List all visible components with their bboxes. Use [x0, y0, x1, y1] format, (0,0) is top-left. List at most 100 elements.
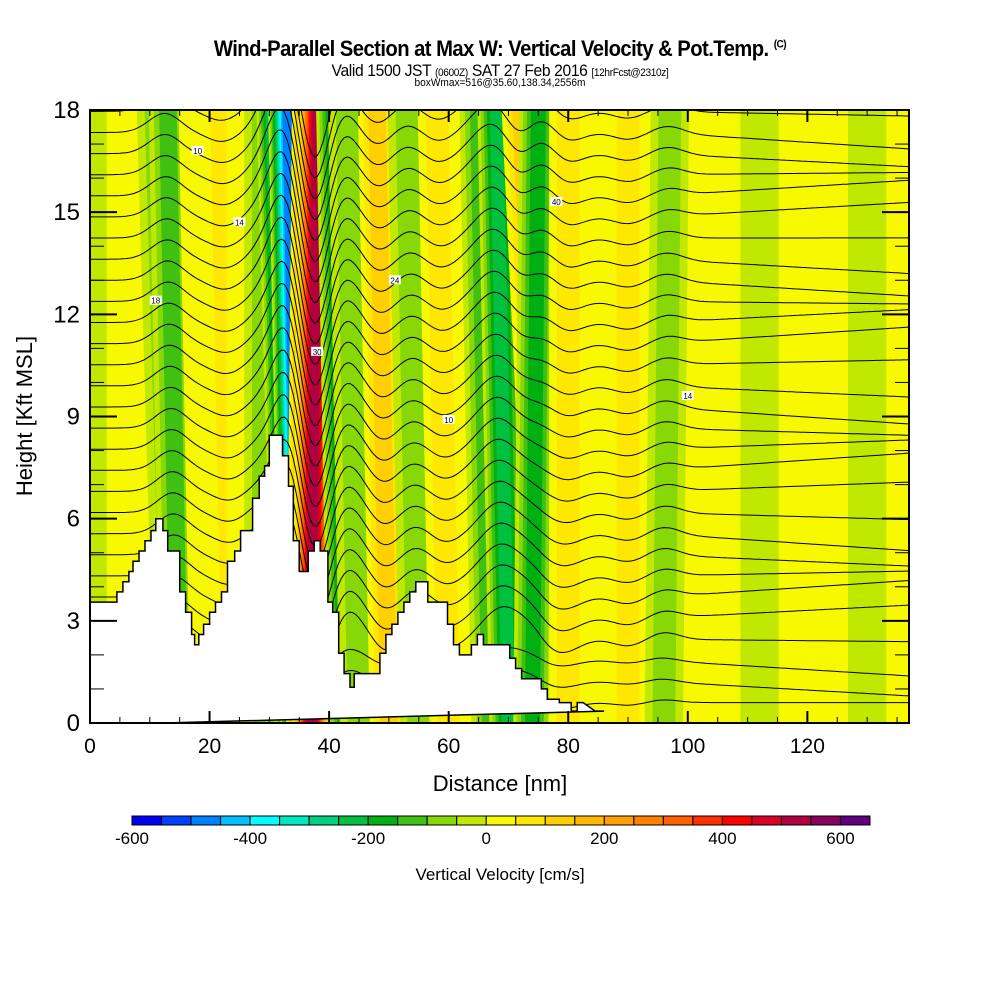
contour-label: 18: [151, 297, 160, 306]
colorbar-tick-label: -600: [115, 829, 149, 848]
isentrope-line: [90, 439, 909, 547]
colorbar-segment: [574, 815, 605, 826]
colorbar-segment: [220, 815, 251, 826]
velocity-band: [556, 110, 580, 723]
chart-title: Wind-Parallel Section at Max W: Vertical…: [40, 36, 960, 62]
contour-label-bg: [442, 414, 455, 424]
x-tick-label: 100: [670, 735, 705, 758]
colorbar-tick-label: 0: [482, 829, 491, 848]
chart-info-line: boxWmax=516@35.60,138.34,2556m: [414, 77, 586, 89]
x-tick-label: 20: [198, 735, 221, 758]
x-axis: 0 20 40 60 80 100 120: [84, 110, 898, 758]
isentrope-line: [90, 216, 909, 345]
isentrope-line: [90, 110, 909, 241]
isentrope-line: [90, 172, 909, 304]
colorbar-label: Vertical Velocity [cm/s]: [415, 865, 584, 884]
contour-label: 40: [552, 198, 561, 207]
contour-label-bg: [388, 275, 401, 285]
x-tick-label: 40: [317, 735, 340, 758]
colorbar-segment: [308, 815, 340, 826]
colorbar-tick-label: -400: [233, 829, 267, 848]
colorbar-segment: [721, 815, 753, 826]
chart-title-text: Wind-Parallel Section at Max W: Vertical…: [213, 36, 769, 61]
isentrope-line: [90, 416, 909, 527]
y-tick-label: 0: [67, 710, 80, 737]
colorbar-segment: [751, 815, 782, 826]
y-tick-label: 12: [53, 301, 80, 328]
contour-label-bg: [311, 346, 324, 356]
colorbar-segment: [544, 815, 576, 826]
velocity-band: [335, 110, 371, 723]
copyright-mark: (C): [773, 38, 787, 51]
y-tick-label: 6: [67, 506, 80, 533]
velocity-band: [848, 110, 887, 723]
contour-label: 10: [444, 416, 453, 425]
colorbar-segment: [249, 815, 281, 826]
isentrope-line: [90, 238, 909, 365]
contour-label: 24: [390, 276, 399, 285]
colorbar-segment: [662, 815, 694, 826]
isentrope-line: [90, 461, 909, 567]
y-axis: 0 3 6 9 12 15 18: [53, 97, 909, 737]
isentrope-line: [90, 110, 909, 179]
y-tick-label: 18: [53, 97, 80, 124]
x-tick-label: 80: [557, 735, 580, 758]
y-tick-label: 9: [67, 404, 80, 431]
chart-subtitle: Valid 1500 JST (0600Z) SAT 27 Feb 2016 […: [40, 61, 960, 81]
colorbar-segment: [780, 815, 812, 826]
colorbar-segment: [338, 815, 369, 826]
colorbar-segment: [810, 815, 841, 826]
subtitle-valid: Valid 1500 JST: [331, 61, 432, 80]
contour-label-bg: [191, 145, 204, 155]
colorbar-tick-label: 600: [826, 829, 854, 848]
contour-label-bg: [550, 196, 563, 206]
velocity-band: [740, 110, 779, 723]
isentrope-line: [90, 151, 909, 283]
velocity-band: [159, 110, 189, 723]
terrain-polygon: [90, 434, 605, 723]
contour-label-bg: [149, 295, 162, 305]
colorbar-segment: [603, 815, 635, 826]
colorbar-segment: [692, 815, 723, 826]
isentrope-line: [90, 282, 909, 406]
contour-label-bg: [233, 217, 246, 227]
isentrope-line: [90, 327, 909, 447]
isentrope-line: [90, 260, 909, 386]
contour-label: 30: [313, 348, 322, 357]
colorbar-segment: [279, 815, 310, 826]
colorbar-tick-label: 200: [590, 829, 618, 848]
isentrope-line: [90, 305, 909, 427]
colorbar-segment: [426, 815, 458, 826]
colorbar: -600 -400 -200 0 200 400 600: [115, 815, 871, 848]
colorbar-segment: [190, 815, 222, 826]
subtitle-forecast: [12hrFcst@2310z]: [591, 67, 669, 79]
x-tick-label: 60: [437, 735, 460, 758]
colorbar-tick-label: -200: [351, 829, 385, 848]
isentrope-line: [90, 194, 909, 324]
colorbar-segment: [515, 815, 546, 826]
isentrope-line: [90, 349, 909, 467]
colorbar-segment: [131, 815, 163, 826]
isentrope-line: [90, 110, 909, 200]
colorbar-segment: [839, 815, 871, 826]
y-tick-label: 3: [67, 608, 80, 635]
velocity-band: [489, 110, 516, 723]
isentrope-line: [90, 394, 909, 507]
colorbar-segment: [633, 815, 664, 826]
y-axis-label: Height [Kft MSL]: [12, 336, 37, 496]
terrain-mask: [90, 434, 605, 723]
isentrope-line: [90, 372, 909, 487]
isentrope-line: [90, 529, 909, 627]
subtitle-utc: (0600Z): [435, 67, 468, 79]
contour-label: 10: [193, 147, 202, 156]
y-tick-label: 15: [53, 199, 80, 226]
velocity-band: [524, 110, 546, 723]
isentrope-line: [90, 110, 909, 221]
colorbar-segment: [456, 815, 487, 826]
contour-label-bg: [681, 391, 694, 401]
x-tick-label: 0: [84, 735, 96, 758]
contour-label: 14: [235, 218, 244, 227]
isentrope-line: [90, 129, 909, 262]
isentrope-line: [90, 506, 909, 607]
